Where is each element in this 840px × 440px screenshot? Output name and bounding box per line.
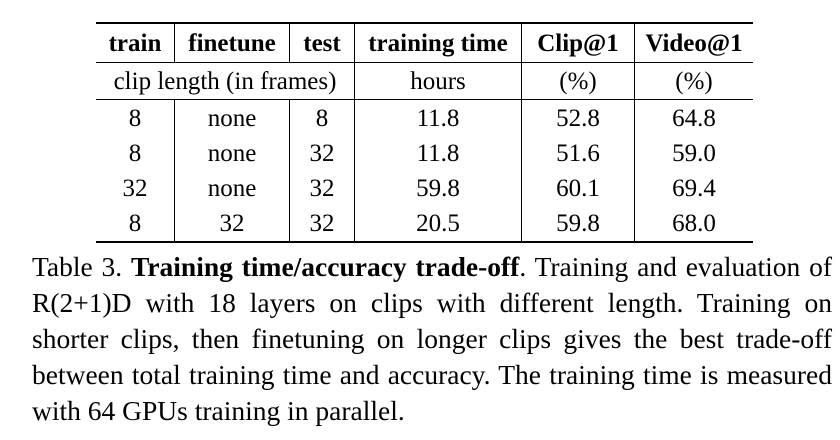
cell-test: 32 — [289, 171, 355, 206]
cell-test: 32 — [289, 136, 355, 171]
cell-video-at1: 59.0 — [634, 136, 753, 171]
cell-training-time: 11.8 — [354, 99, 522, 136]
cell-clip-at1: 60.1 — [521, 171, 635, 206]
cell-video-at1: 64.8 — [634, 99, 753, 136]
cell-video-at1: 69.4 — [634, 171, 753, 206]
cell-training-time: 11.8 — [354, 136, 522, 171]
col-header-video-at1: Video@1 — [634, 22, 753, 63]
unit-training-time: hours — [354, 62, 522, 100]
cell-finetune: none — [174, 99, 290, 136]
unit-clip-length: clip length (in frames) — [96, 62, 355, 100]
cell-training-time: 59.8 — [354, 171, 522, 206]
caption-body: . Training and evaluation of R(2+1)D wit… — [32, 251, 832, 426]
cell-clip-at1: 51.6 — [521, 136, 635, 171]
cell-test: 8 — [289, 99, 355, 136]
table-row: 8 none 32 11.8 51.6 59.0 — [96, 136, 753, 171]
cell-clip-at1: 52.8 — [521, 99, 635, 136]
col-header-test: test — [289, 22, 355, 63]
cell-video-at1: 68.0 — [634, 206, 753, 243]
cell-train: 8 — [128, 140, 142, 167]
cell-train: 8 — [96, 206, 175, 243]
cell-test: 32 — [289, 206, 355, 243]
col-header-training-time: training time — [354, 22, 522, 63]
col-header-clip-at1: Clip@1 — [521, 22, 635, 63]
cell-finetune: none — [174, 171, 290, 206]
cell-train: 8 — [128, 105, 142, 132]
table-caption: Table 3. Training time/accuracy trade-of… — [32, 249, 832, 429]
cell-finetune: 32 — [174, 206, 290, 243]
caption-label: Table 3. — [32, 251, 123, 282]
table-row: 8 none 8 11.8 52.8 64.8 — [96, 99, 753, 136]
cell-finetune: none — [174, 136, 290, 171]
col-header-train: train — [96, 22, 175, 63]
cell-train: 32 — [122, 175, 148, 202]
units-row: clip length (in frames) hours (%) (%) — [96, 62, 753, 100]
col-header-finetune: finetune — [174, 22, 290, 63]
table-row: 8 32 32 20.5 59.8 68.0 — [96, 206, 753, 243]
caption-title: Training time/accuracy trade-off — [131, 251, 520, 282]
cell-training-time: 20.5 — [354, 206, 522, 243]
header-row: train finetune test training time Clip@1… — [96, 22, 753, 63]
results-table: train finetune test training time Clip@1… — [96, 22, 753, 243]
table-row: 32 none 32 59.8 60.1 69.4 — [96, 171, 753, 206]
unit-video-at1: (%) — [634, 62, 753, 100]
unit-clip-at1: (%) — [521, 62, 635, 100]
cell-clip-at1: 59.8 — [521, 206, 635, 243]
